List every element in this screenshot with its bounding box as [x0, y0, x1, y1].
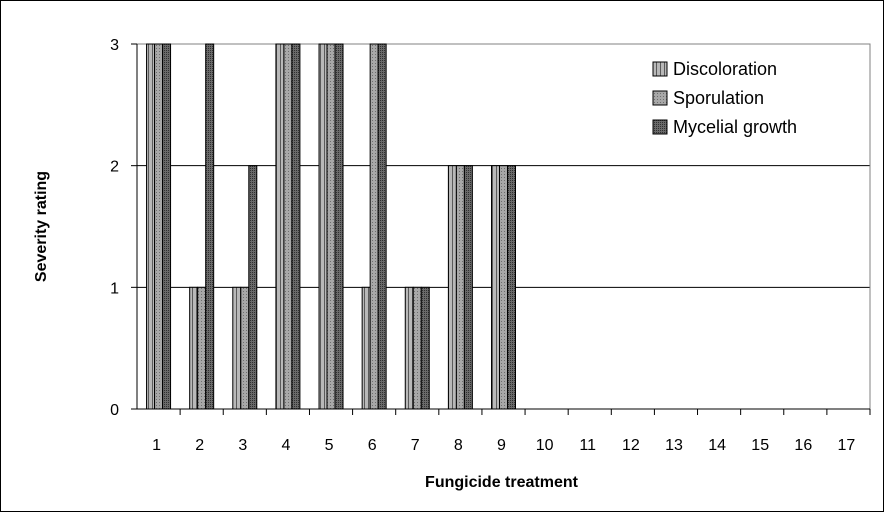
bar [205, 43, 215, 410]
bar [420, 286, 430, 410]
x-tick-label: 7 [411, 437, 420, 454]
bar [369, 43, 379, 410]
bar [248, 165, 258, 410]
x-tick-label: 14 [708, 437, 726, 454]
x-tick-label: 4 [281, 437, 290, 454]
y-tick-label: 3 [110, 37, 119, 54]
x-tick-label: 9 [497, 437, 506, 454]
legend-swatch [652, 119, 668, 135]
y-tick-label: 1 [110, 280, 119, 297]
bar [463, 165, 473, 410]
bar [499, 165, 508, 410]
legend: Discoloration Sporulation Mycelial growth [652, 59, 797, 137]
x-tick-label: 16 [794, 437, 812, 454]
bar [154, 43, 164, 410]
x-tick-label: 12 [622, 437, 640, 454]
bar [447, 165, 457, 410]
x-tick-label: 15 [751, 437, 769, 454]
x-tick-label: 1 [152, 437, 161, 454]
y-tick-label: 0 [110, 402, 119, 419]
x-tick-label: 2 [195, 437, 204, 454]
axes-group [131, 43, 871, 415]
x-axis-title: Fungicide treatment [425, 474, 579, 491]
bar [507, 165, 516, 410]
x-tick-label: 10 [536, 437, 554, 454]
x-tick-label: 17 [838, 437, 856, 454]
bar [377, 43, 387, 410]
bar [146, 43, 156, 410]
x-tick-label: 8 [454, 437, 463, 454]
y-axis-title: Severity rating [33, 171, 50, 282]
bar [189, 286, 199, 410]
bar [162, 43, 172, 410]
bar [404, 286, 414, 410]
x-tick-label: 3 [238, 437, 247, 454]
bars-group [146, 43, 516, 410]
x-tick-label: 13 [665, 437, 683, 454]
bar [326, 43, 336, 410]
bar [291, 43, 301, 410]
bar [491, 165, 500, 410]
bar [275, 43, 285, 410]
x-tick-label: 11 [579, 437, 596, 454]
bar [334, 43, 344, 410]
x-tick-label: 5 [325, 437, 334, 454]
legend-label: Sporulation [673, 88, 764, 108]
bar [197, 286, 207, 410]
legend-label: Mycelial growth [673, 117, 797, 137]
legend-swatch [652, 90, 668, 106]
bar [318, 43, 328, 410]
x-tick-label: 6 [368, 437, 377, 454]
y-tick-label: 2 [110, 159, 119, 176]
legend-swatch [652, 61, 668, 77]
bar [412, 286, 422, 410]
bar [232, 286, 242, 410]
bar [283, 43, 293, 410]
legend-label: Discoloration [673, 59, 777, 79]
bar [361, 286, 371, 410]
bar [455, 165, 465, 410]
bar [240, 286, 250, 410]
